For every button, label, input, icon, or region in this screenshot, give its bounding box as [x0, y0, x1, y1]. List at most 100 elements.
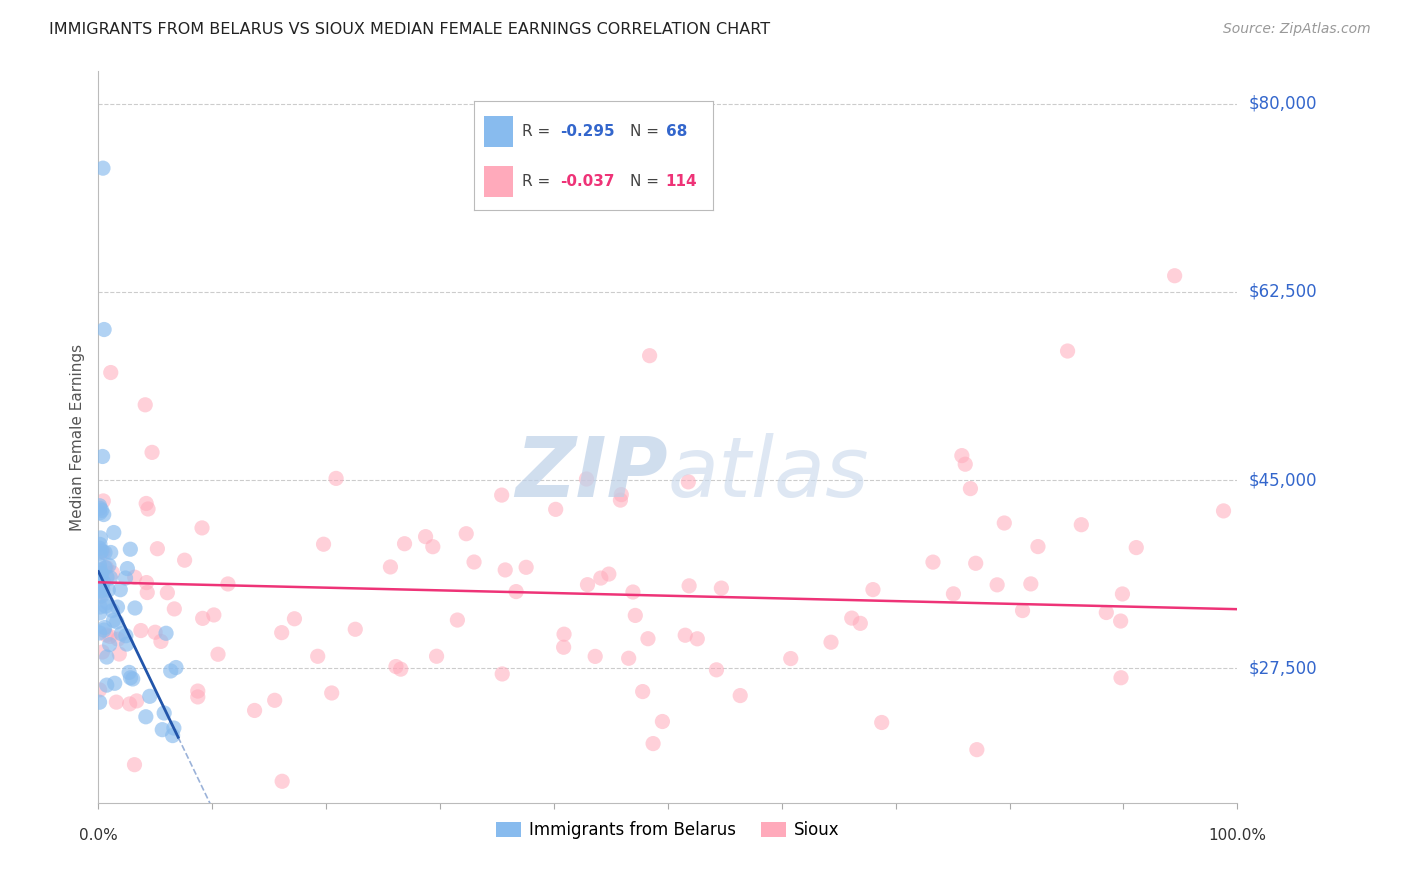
Point	[94, 599, 117, 613]
Point	[820, 635, 842, 649]
Point	[446, 613, 468, 627]
Point	[125, 694, 148, 708]
Text: $62,500: $62,500	[1249, 283, 1317, 301]
Text: 100.0%: 100.0%	[1208, 828, 1267, 843]
Point	[115, 637, 138, 651]
Point	[202, 607, 225, 622]
Point	[105, 695, 128, 709]
Point	[89, 574, 111, 589]
Point	[100, 571, 122, 585]
Point	[344, 622, 367, 636]
Point	[90, 583, 112, 598]
Point	[89, 626, 111, 640]
Point	[271, 774, 294, 789]
Point	[965, 556, 987, 570]
Point	[609, 493, 631, 508]
Point	[136, 585, 159, 599]
Point	[139, 690, 162, 704]
Point	[217, 577, 239, 591]
Point	[638, 349, 661, 363]
Point	[93, 621, 115, 635]
Point	[728, 689, 751, 703]
Point	[89, 606, 111, 620]
Point	[870, 715, 893, 730]
Point	[110, 626, 132, 640]
Point	[942, 587, 965, 601]
Point	[1109, 614, 1132, 628]
Point	[553, 640, 575, 655]
Point	[422, 540, 444, 554]
Point	[97, 558, 120, 573]
Point	[90, 544, 112, 558]
Point	[89, 501, 111, 516]
Point	[950, 449, 973, 463]
Point	[173, 553, 195, 567]
Point	[673, 628, 696, 642]
Point	[1109, 671, 1132, 685]
Point	[312, 537, 335, 551]
Point	[862, 582, 884, 597]
Point	[631, 684, 654, 698]
Point	[162, 729, 184, 743]
Point	[110, 582, 132, 597]
Point	[243, 703, 266, 717]
Point	[124, 601, 146, 615]
Point	[108, 647, 131, 661]
Point	[103, 613, 125, 627]
Point	[121, 672, 143, 686]
Point	[91, 161, 114, 176]
Point	[575, 472, 598, 486]
Point	[98, 638, 121, 652]
Text: Source: ZipAtlas.com: Source: ZipAtlas.com	[1223, 22, 1371, 37]
Point	[89, 558, 111, 573]
Point	[90, 503, 112, 517]
Point	[91, 494, 114, 508]
Point	[89, 695, 111, 709]
Point	[283, 612, 305, 626]
Point	[141, 445, 163, 459]
Point	[191, 611, 214, 625]
Point	[90, 566, 112, 581]
Point	[624, 608, 647, 623]
Point	[779, 651, 801, 665]
Point	[1056, 344, 1078, 359]
Point	[1026, 540, 1049, 554]
Point	[89, 499, 111, 513]
Point	[150, 723, 173, 737]
Text: 0.0%: 0.0%	[79, 828, 118, 843]
Point	[105, 615, 128, 629]
Point	[589, 571, 612, 585]
Point	[678, 475, 700, 489]
Point	[686, 632, 709, 646]
Text: $45,000: $45,000	[1249, 471, 1317, 489]
Point	[617, 651, 640, 665]
Point	[93, 508, 115, 522]
Point	[515, 560, 537, 574]
Text: $80,000: $80,000	[1249, 95, 1317, 112]
Point	[104, 676, 127, 690]
Point	[89, 590, 111, 604]
Point	[583, 649, 606, 664]
Point	[153, 706, 176, 720]
Point	[101, 603, 124, 617]
Point	[415, 530, 437, 544]
Point	[94, 560, 117, 574]
Point	[93, 575, 115, 590]
Point	[325, 471, 347, 485]
Point	[100, 366, 122, 380]
Point	[849, 616, 872, 631]
Point	[380, 560, 402, 574]
Point	[143, 625, 166, 640]
Point	[96, 650, 118, 665]
Point	[96, 560, 118, 574]
Point	[100, 545, 122, 559]
Point	[91, 582, 114, 597]
Point	[93, 322, 115, 336]
Point	[643, 737, 665, 751]
Point	[136, 502, 159, 516]
Point	[163, 721, 186, 735]
Legend: Immigrants from Belarus, Sioux: Immigrants from Belarus, Sioux	[489, 814, 846, 846]
Point	[270, 625, 292, 640]
Point	[97, 582, 120, 597]
Point	[103, 525, 125, 540]
